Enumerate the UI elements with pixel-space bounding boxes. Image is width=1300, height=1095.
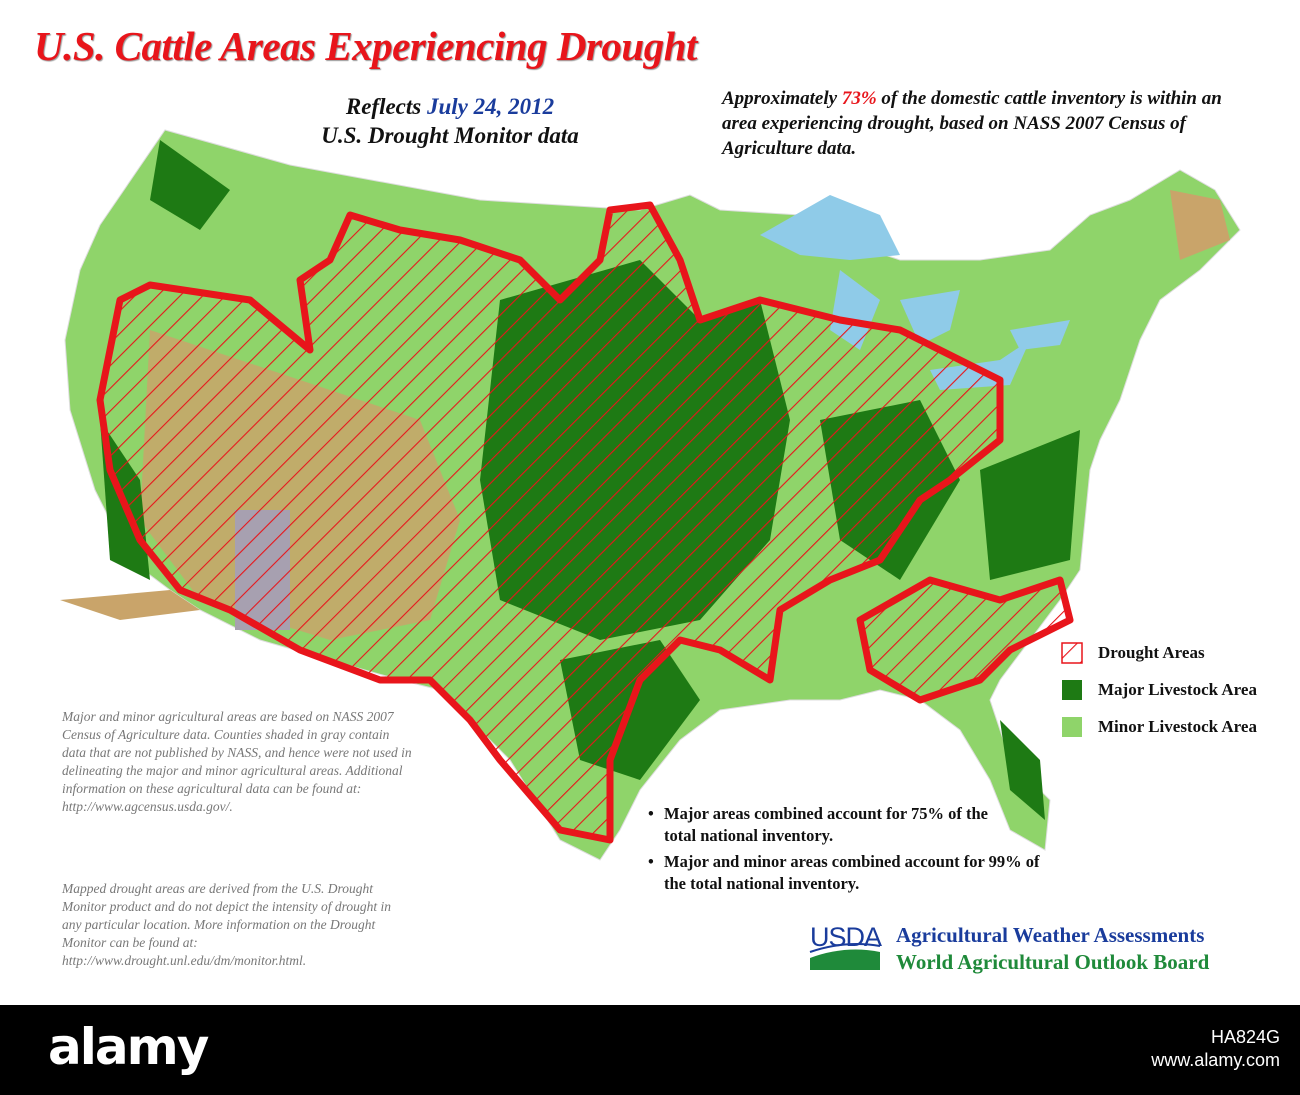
watermark-id: HA824G (1210, 1027, 1280, 1047)
legend-swatches (1061, 642, 1083, 737)
note-after: of the domestic cattle inventory is with… (722, 88, 1222, 159)
note-highlight: 73% (841, 88, 877, 109)
footnote: Major and minor agricultural areas are b… (62, 709, 412, 814)
note-before: Approximately (722, 88, 838, 109)
legend-label: Major Livestock Area (1098, 680, 1257, 699)
bullet: Major areas combined account for 75% of … (648, 803, 1014, 847)
watermark-bar (0, 1005, 1300, 1095)
watermark-brand: alamy (48, 1018, 209, 1076)
bullet: Major and minor areas combined account f… (648, 851, 1064, 895)
logo-line: Agricultural Weather Assessments (896, 923, 1205, 947)
legend-label: Drought Areas (1098, 643, 1205, 662)
usda-logo-swoosh (809, 943, 881, 970)
map (60, 129, 1241, 970)
drought-areas (96, 201, 1074, 844)
title: U.S. Cattle Areas Experiencing Drought (34, 23, 697, 69)
subtitle: Reflects July 24, 2012 U.S. Drought Moni… (300, 92, 600, 150)
logo-mark: USDA (810, 922, 882, 952)
logo-line: World Agricultural Outlook Board (896, 950, 1210, 974)
note: Approximately 73% of the domestic cattle… (722, 86, 1222, 161)
watermark-url: www.alamy.com (1151, 1050, 1280, 1070)
subtitle-line: U.S. Drought Monitor data (321, 123, 579, 148)
subtitle-prefix: Reflects (345, 94, 422, 119)
footnote: Mapped drought areas are derived from th… (62, 881, 391, 968)
subtitle-date: July 24, 2012 (426, 94, 555, 119)
legend-label: Minor Livestock Area (1098, 717, 1257, 736)
